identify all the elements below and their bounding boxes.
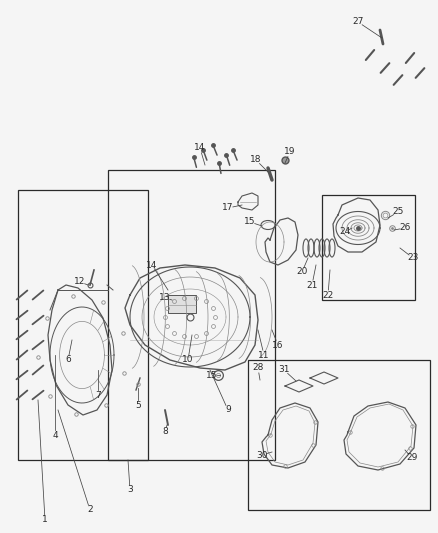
Text: 10: 10 (182, 356, 194, 365)
Text: 13: 13 (159, 294, 171, 303)
Text: 11: 11 (258, 351, 270, 359)
Text: 26: 26 (399, 223, 411, 232)
Bar (108, 170, 275, 460)
Text: 16: 16 (272, 341, 284, 350)
Text: 21: 21 (306, 280, 318, 289)
Text: 6: 6 (65, 356, 71, 365)
Bar (322, 195, 415, 300)
Text: 9: 9 (225, 406, 231, 415)
Text: 14: 14 (194, 143, 206, 152)
Text: 18: 18 (250, 156, 262, 165)
Text: 5: 5 (135, 400, 141, 409)
Text: 12: 12 (74, 278, 86, 287)
Bar (248, 360, 430, 510)
Text: 4: 4 (52, 431, 58, 440)
Text: 14: 14 (146, 261, 158, 270)
Text: 3: 3 (127, 486, 133, 495)
Bar (168, 295, 196, 313)
Text: 15: 15 (244, 217, 256, 227)
Text: 23: 23 (407, 254, 419, 262)
Text: 27: 27 (352, 18, 364, 27)
Text: 15: 15 (206, 370, 218, 379)
Text: 28: 28 (252, 364, 264, 373)
Text: 22: 22 (322, 290, 334, 300)
Text: 2: 2 (87, 505, 93, 514)
Text: 17: 17 (222, 204, 234, 213)
Text: 20: 20 (297, 268, 307, 277)
Bar (18, 190, 148, 460)
Text: 19: 19 (284, 148, 296, 157)
Text: 30: 30 (256, 450, 268, 459)
Text: 31: 31 (278, 366, 290, 375)
Text: 25: 25 (392, 207, 404, 216)
Text: 7: 7 (95, 391, 101, 400)
Text: 8: 8 (162, 427, 168, 437)
Text: 1: 1 (42, 515, 48, 524)
Text: 24: 24 (339, 228, 351, 237)
Text: 29: 29 (406, 454, 418, 463)
